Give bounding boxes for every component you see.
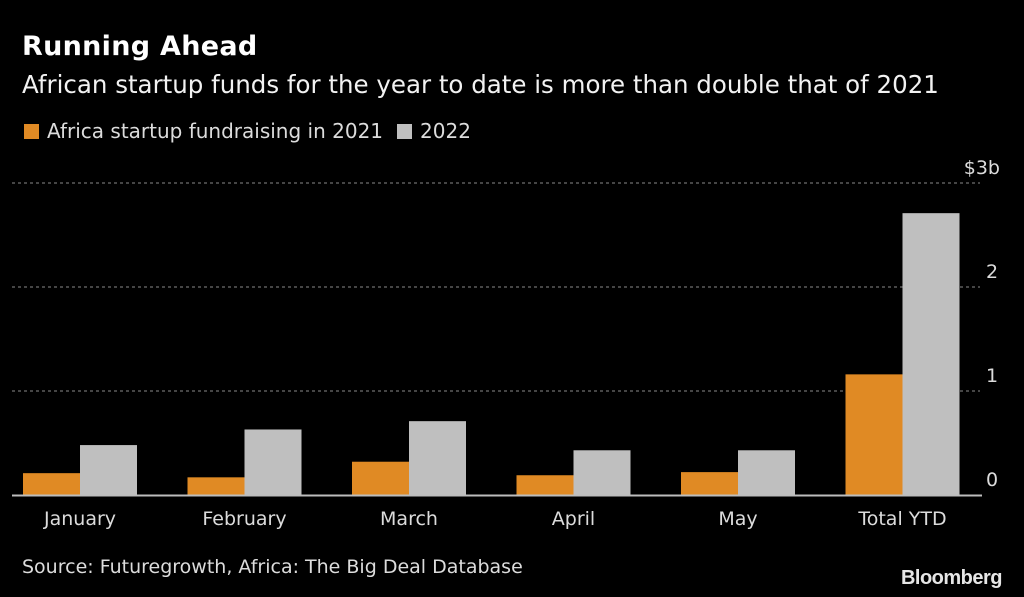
bar-2022	[409, 421, 466, 495]
legend-swatch-2022	[397, 123, 413, 139]
legend-item-2021: Africa startup fundraising in 2021	[24, 119, 383, 143]
y-tick-label: 1	[986, 365, 998, 387]
bars	[23, 213, 960, 495]
bar-2021	[681, 472, 738, 495]
legend-item-2022: 2022	[397, 119, 471, 143]
bar-2022	[80, 445, 137, 495]
chart-subtitle: African startup funds for the year to da…	[22, 70, 939, 99]
x-tick-label: May	[718, 508, 757, 530]
gridlines	[12, 182, 980, 392]
legend-label-2021: Africa startup fundraising in 2021	[47, 119, 384, 143]
source-note: Source: Futuregrowth, Africa: The Big De…	[22, 556, 523, 578]
bar-2021	[23, 473, 80, 495]
x-tick-label: February	[202, 508, 286, 530]
bar-2022	[573, 450, 631, 495]
legend: Africa startup fundraising in 2021 2022	[24, 119, 485, 143]
bar-2021	[845, 374, 903, 495]
y-tick-label: $3b	[964, 157, 1000, 179]
legend-swatch-2021	[24, 123, 39, 139]
chart-title: Running Ahead	[22, 31, 258, 62]
bar-2022	[738, 450, 795, 495]
x-tick-label: Total YTD	[857, 508, 946, 530]
bar-2021	[516, 475, 574, 495]
x-tick-label: April	[552, 508, 595, 530]
x-tick-label: March	[380, 508, 438, 530]
y-tick-label: 2	[986, 261, 998, 283]
x-tick-label: January	[43, 508, 116, 530]
bar-2022	[902, 213, 960, 495]
bloomberg-logo: Bloomberg	[900, 567, 1003, 589]
axes: 0 1 2 $3b January February March April May Total …	[12, 157, 1000, 530]
y-tick-label: 0	[986, 469, 998, 491]
bar-2021	[352, 461, 409, 495]
bar-2021	[187, 477, 245, 495]
legend-label-2022: 2022	[420, 119, 471, 143]
bar-2022	[244, 429, 302, 495]
